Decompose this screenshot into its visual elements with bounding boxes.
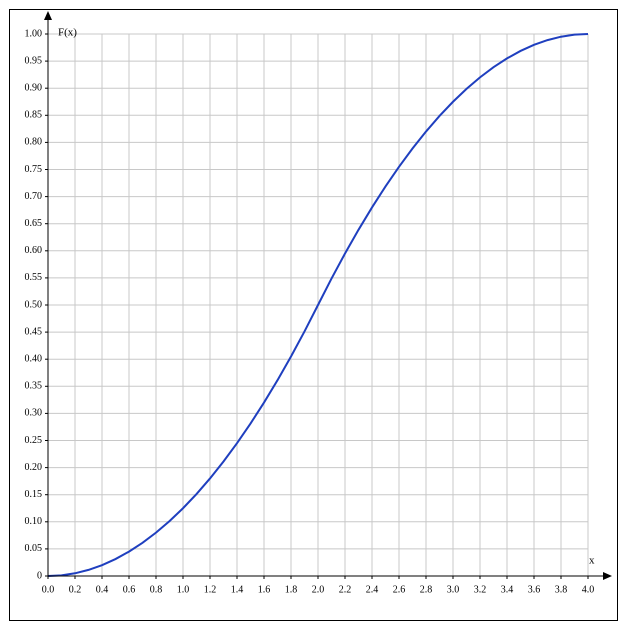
x-tick-label: 3.8 — [555, 584, 568, 595]
x-tick-label: 1.4 — [231, 584, 244, 595]
y-tick-label: 0.85 — [25, 110, 43, 121]
y-tick-label: 0.30 — [25, 408, 43, 419]
x-tick-label: 1.2 — [204, 584, 217, 595]
y-tick-label: 0.90 — [25, 82, 43, 93]
y-tick-label: 0 — [37, 570, 42, 581]
x-tick-label: 4.0 — [582, 584, 595, 595]
x-tick-label: 0.8 — [150, 584, 163, 595]
x-tick-label: 3.2 — [474, 584, 487, 595]
x-tick-label: 3.4 — [501, 584, 514, 595]
y-tick-label: 0.75 — [25, 164, 43, 175]
x-tick-label: 1.0 — [177, 584, 190, 595]
x-tick-label: 0.2 — [69, 584, 82, 595]
x-tick-label: 0.0 — [42, 584, 55, 595]
y-tick-label: 0.35 — [25, 381, 43, 392]
y-tick-label: 0.95 — [25, 55, 43, 66]
y-tick-label: 0.10 — [25, 516, 43, 527]
x-tick-label: 2.6 — [393, 584, 406, 595]
x-tick-label: 1.8 — [285, 584, 298, 595]
curve — [47, 33, 589, 577]
x-tick-label: 2.8 — [420, 584, 433, 595]
y-tick-label: 0.15 — [25, 489, 43, 500]
y-tick-label: 0.65 — [25, 218, 43, 229]
x-tick-label: 3.0 — [447, 584, 460, 595]
x-axis-label: x — [589, 555, 595, 567]
x-tick-label: 3.6 — [528, 584, 541, 595]
y-arrow — [44, 11, 52, 20]
x-tick-label: 1.6 — [258, 584, 271, 595]
y-tick-label: 0.25 — [25, 435, 43, 446]
y-tick-label: 0.55 — [25, 272, 43, 283]
y-tick-label: 1.00 — [25, 28, 43, 39]
y-tick-label: 0.40 — [25, 353, 43, 364]
y-tick-label: 0.45 — [25, 326, 43, 337]
y-tick-label: 0.70 — [25, 191, 43, 202]
x-arrow — [603, 572, 612, 580]
x-tick-label: 0.6 — [123, 584, 136, 595]
y-tick-label: 0.50 — [25, 299, 43, 310]
y-tick-label: 0.60 — [25, 245, 43, 256]
x-tick-label: 2.0 — [312, 584, 325, 595]
y-axis-label: F(x) — [58, 27, 77, 39]
y-tick-label: 0.05 — [25, 543, 43, 554]
plot — [47, 33, 589, 577]
x-tick-label: 2.4 — [366, 584, 379, 595]
y-tick-label: 0.80 — [25, 137, 43, 148]
x-tick-label: 2.2 — [339, 584, 352, 595]
y-tick-label: 0.20 — [25, 462, 43, 473]
x-tick-label: 0.4 — [96, 584, 109, 595]
